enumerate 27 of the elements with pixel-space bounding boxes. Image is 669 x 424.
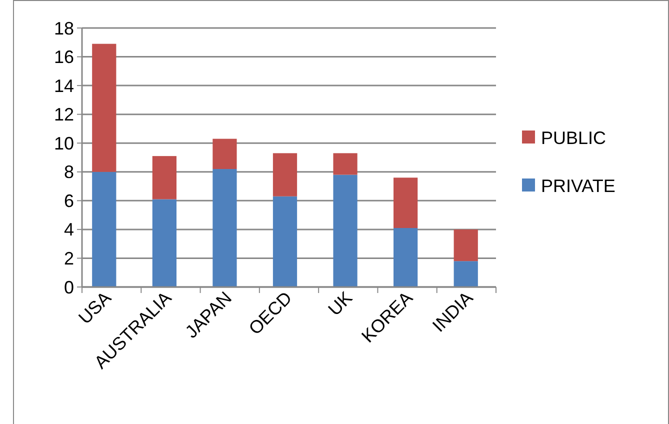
bar [394,228,418,287]
y-tick-label: 6 [64,190,74,211]
bar [454,229,478,262]
bar [454,261,478,287]
bar [152,156,176,200]
bar [212,169,237,287]
legend-label: PUBLIC [541,128,606,148]
bar [92,172,116,287]
y-tick-label: 10 [54,133,74,154]
bar [212,138,237,170]
bar [394,178,418,228]
bar [152,199,176,287]
bar [92,44,116,172]
bar [333,153,358,175]
bar [333,174,358,287]
bar [272,153,298,196]
legend-label: PRIVATE [541,176,616,196]
bar [272,196,298,287]
y-tick-label: 12 [54,104,74,125]
y-tick-label: 4 [64,220,74,240]
y-tick-label: 2 [64,248,74,269]
y-tick-label: 14 [54,76,74,96]
x-tick-label: UK [324,288,356,320]
y-tick-label: 0 [64,277,74,298]
y-tick-label: 8 [64,162,74,182]
y-tick-label: 18 [54,18,74,38]
y-tick-label: 16 [54,47,74,68]
